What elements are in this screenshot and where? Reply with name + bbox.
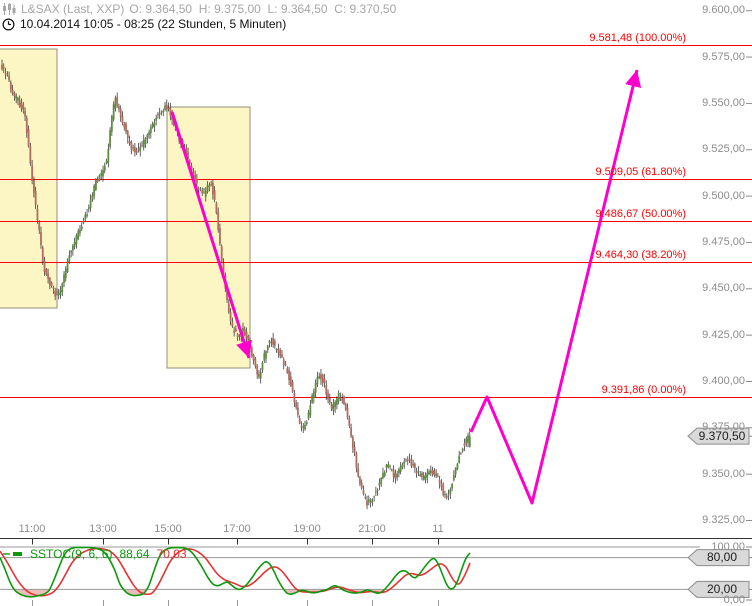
stochastic-name: SSTOC(9, 6, 6): [30, 547, 113, 561]
axis-layer: [0, 10, 752, 606]
badges-layer: [687, 427, 752, 598]
stochastic-k-value: 88,64: [119, 547, 150, 561]
indicator-line-icon: [3, 552, 22, 556]
clock-icon: [2, 17, 15, 31]
fibonacci-lines-layer: [0, 45, 752, 398]
projection-arrows-layer: [170, 69, 642, 505]
period-header: 10.04.2014 10:05 - 08:25 (22 Stunden, 5 …: [2, 17, 286, 31]
stochastic-d-value: 70,03: [156, 547, 187, 561]
candlestick-icon: [3, 3, 16, 15]
instrument-header: L&SAX (Last, XXP) O: 9.364,50 H: 9.375,0…: [2, 2, 396, 16]
stochastic-layer: [0, 546, 752, 601]
ohlc-values: O: 9.364,50 H: 9.375,00 L: 9.364,50 C: 9…: [129, 2, 397, 16]
instrument-name: L&SAX (Last, XXP): [21, 2, 125, 16]
period-text: 10.04.2014 10:05 - 08:25 (22 Stunden, 5 …: [20, 17, 287, 31]
highlight-boxes-layer: [0, 48, 251, 369]
stochastic-legend: SSTOC(9, 6, 6) 88,64 70,03: [3, 547, 187, 561]
